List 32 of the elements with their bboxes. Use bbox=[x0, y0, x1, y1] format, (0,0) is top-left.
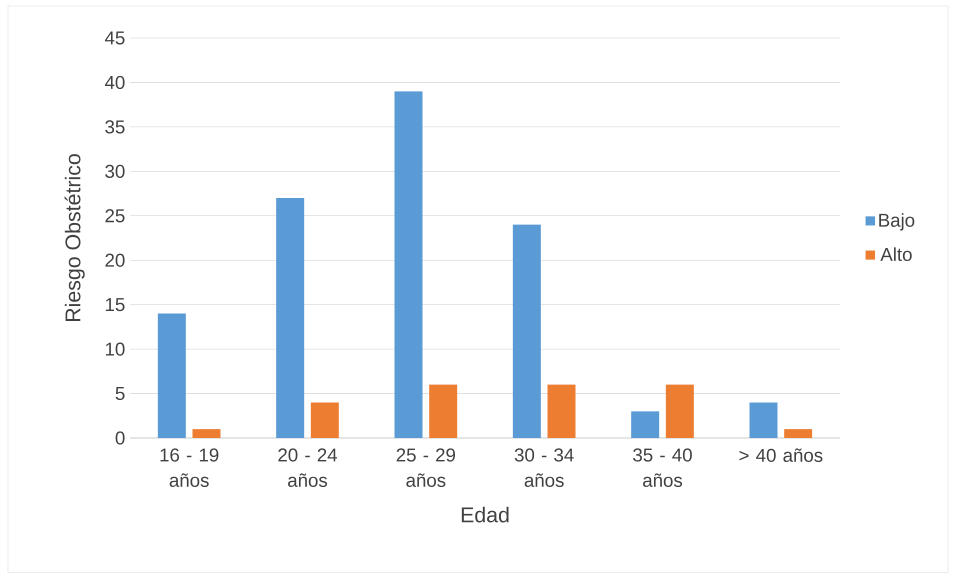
x-tick-label: 30 - 34 años bbox=[514, 448, 574, 487]
bar bbox=[784, 429, 812, 438]
bar bbox=[429, 384, 458, 438]
bar bbox=[394, 91, 423, 438]
bar bbox=[158, 314, 186, 438]
y-tick-label: 0 bbox=[116, 431, 125, 445]
bar bbox=[192, 429, 220, 438]
x-tick-label: 35 - 40 años bbox=[633, 448, 692, 487]
x-axis-title: Edad bbox=[462, 506, 509, 522]
y-tick-label: 25 bbox=[105, 209, 125, 222]
y-tick-label: 20 bbox=[105, 254, 125, 267]
y-tick-label: 15 bbox=[106, 298, 125, 312]
y-tick-label: 40 bbox=[104, 76, 125, 90]
bar bbox=[750, 402, 778, 438]
bar bbox=[276, 198, 304, 438]
x-tick-label: 16 - 19 años bbox=[160, 448, 218, 487]
bar bbox=[548, 384, 576, 438]
x-tick-label: 25 - 29 años bbox=[396, 448, 456, 487]
bar bbox=[666, 384, 694, 438]
y-tick-label: 30 bbox=[105, 164, 125, 178]
y-tick-label: 45 bbox=[104, 31, 125, 45]
bar bbox=[310, 402, 339, 438]
y-tick-label: 35 bbox=[105, 120, 125, 134]
legend-label: Bajo bbox=[879, 213, 914, 231]
bar bbox=[512, 224, 541, 438]
bar bbox=[631, 411, 660, 438]
y-tick-label: 5 bbox=[116, 387, 125, 400]
x-tick-label: > 40 años bbox=[739, 448, 822, 462]
x-tick-label: 20 - 24 años bbox=[278, 448, 338, 487]
y-axis-title: Riesgo Obstétrico bbox=[64, 154, 85, 322]
legend-label: Alto bbox=[880, 247, 912, 262]
y-tick-label: 10 bbox=[106, 342, 125, 356]
